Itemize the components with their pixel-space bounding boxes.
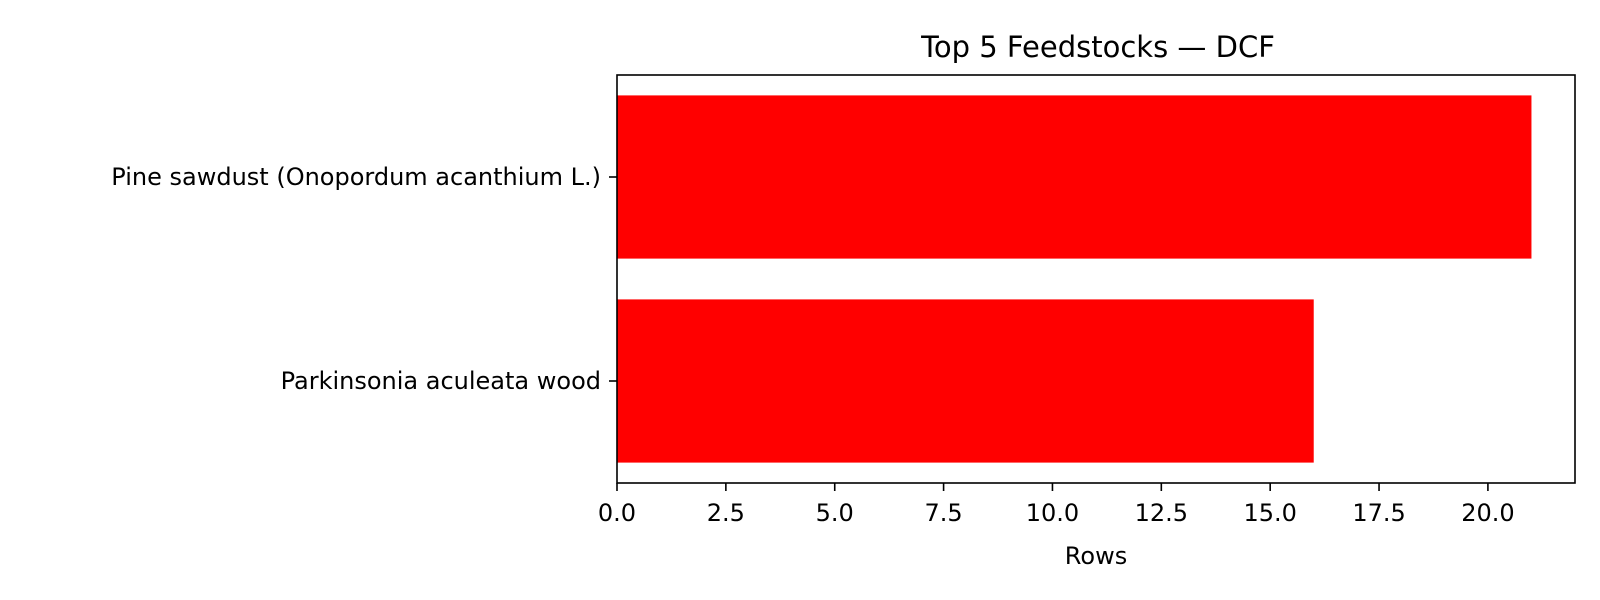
x-tick-label: 10.0: [1026, 499, 1079, 527]
x-tick-label: 2.5: [707, 499, 745, 527]
bar: [617, 95, 1532, 259]
x-ticks-layer: 0.0 2.5 5.0 7.5 10.0 12.5 15.0 17.5 20.0: [598, 483, 1515, 527]
plot-frame: [616, 74, 1576, 484]
y-tick-label: Pine sawdust (Onopordum acanthium L.): [111, 163, 601, 191]
x-tick-label: 7.5: [925, 499, 963, 527]
x-tick-label: 15.0: [1243, 499, 1296, 527]
y-ticks-layer: Pine sawdust (Onopordum acanthium L.) Par…: [111, 163, 617, 395]
x-tick-label: 5.0: [816, 499, 854, 527]
chart-title: Top 5 Feedstocks — DCF: [920, 30, 1275, 64]
y-tick-label: Parkinsonia aculeata wood: [281, 367, 601, 395]
x-tick-label: 0.0: [598, 499, 636, 527]
bars-layer: [617, 95, 1532, 463]
x-tick-label: 20.0: [1461, 499, 1514, 527]
bar: [617, 299, 1314, 463]
x-tick-label: 12.5: [1135, 499, 1188, 527]
x-tick-label: 17.5: [1352, 499, 1405, 527]
x-axis-label: Rows: [1065, 542, 1127, 570]
